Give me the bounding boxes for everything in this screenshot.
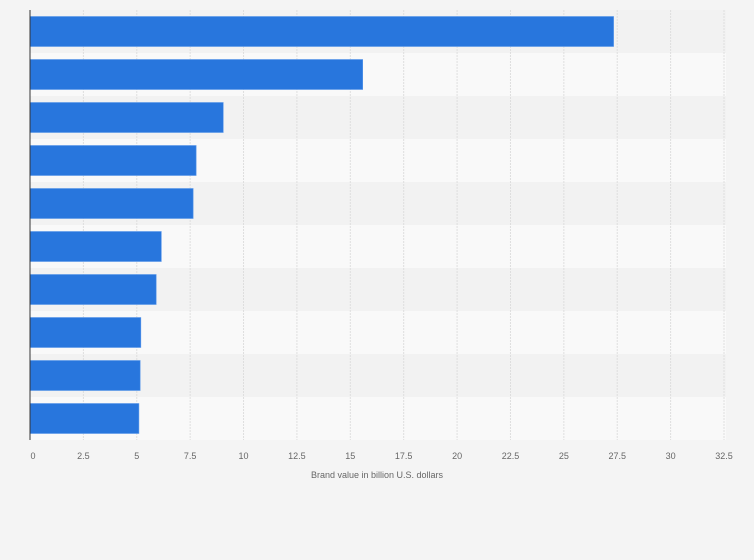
row-band — [30, 311, 726, 354]
row-band — [30, 397, 726, 440]
x-tick-label: 7.5 — [184, 451, 197, 461]
x-axis-label: Brand value in billion U.S. dollars — [311, 470, 444, 480]
bar[interactable] — [29, 102, 224, 133]
bar[interactable] — [29, 59, 363, 90]
bar[interactable] — [29, 403, 140, 434]
bar[interactable] — [29, 317, 142, 348]
x-tick-label: 25 — [559, 451, 569, 461]
x-tick-label: 15 — [345, 451, 355, 461]
x-tick-label: 20 — [452, 451, 462, 461]
x-tick-label: 17.5 — [395, 451, 413, 461]
x-tick-label: 27.5 — [608, 451, 626, 461]
row-band — [30, 354, 726, 397]
x-tick-label: 2.5 — [77, 451, 90, 461]
x-tick-label: 0 — [30, 451, 35, 461]
x-tick-label: 30 — [666, 451, 676, 461]
x-tick-label: 10 — [239, 451, 249, 461]
bar[interactable] — [29, 16, 614, 47]
x-tick-label: 12.5 — [288, 451, 306, 461]
bar[interactable] — [29, 360, 141, 391]
bar[interactable] — [29, 145, 197, 176]
x-tick-label: 5 — [134, 451, 139, 461]
x-tick-label: 32.5 — [715, 451, 733, 461]
bar[interactable] — [29, 188, 194, 219]
bar[interactable] — [29, 231, 162, 262]
x-tick-label: 22.5 — [502, 451, 520, 461]
bar[interactable] — [29, 274, 157, 305]
